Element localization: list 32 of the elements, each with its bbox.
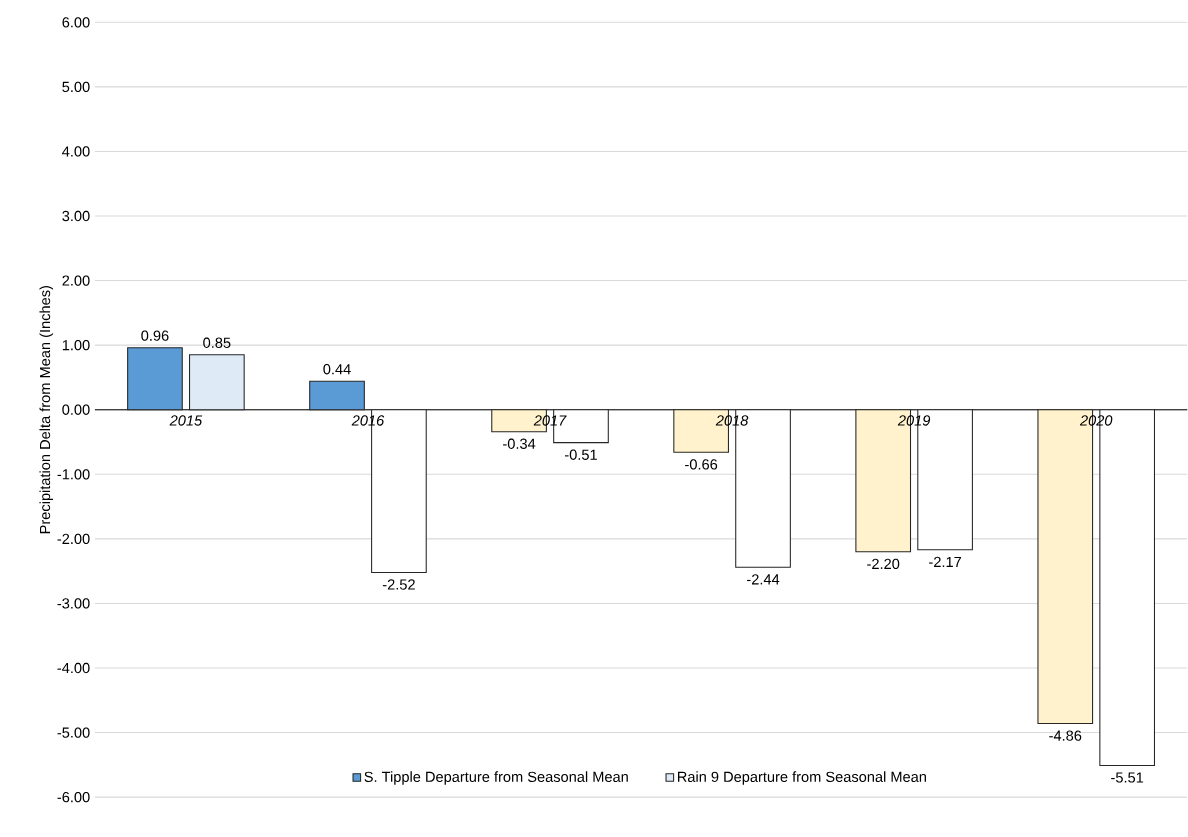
data-label: -2.52: [382, 579, 415, 590]
y-tick-label: -6.00: [57, 791, 90, 803]
legend-label: S. Tipple Departure from Seasonal Mean: [364, 771, 628, 785]
data-label: -0.66: [685, 459, 718, 470]
y-tick-label: 4.00: [62, 146, 90, 157]
legend-label: Rain 9 Departure from Seasonal Mean: [677, 771, 926, 785]
data-label: -2.17: [929, 556, 962, 567]
y-tick-label: -5.00: [57, 727, 90, 738]
y-tick-label: 6.00: [62, 17, 90, 28]
y-tick-label: 0.00: [62, 404, 90, 415]
data-label: -0.51: [564, 449, 597, 460]
data-label: -4.86: [1049, 730, 1082, 741]
data-label: -0.34: [503, 438, 536, 449]
bar: [309, 380, 365, 411]
y-tick-label: -4.00: [57, 662, 90, 674]
y-tick-label: -1.00: [57, 469, 90, 480]
data-label: 0.96: [141, 330, 169, 341]
y-tick-label: -3.00: [57, 598, 90, 609]
y-tick-label: 5.00: [62, 81, 90, 92]
y-tick-label: -2.00: [57, 533, 90, 544]
data-label: -2.20: [867, 558, 900, 569]
bar: [189, 354, 245, 411]
y-axis-title: Precipitation Delta from Mean (Inches): [39, 285, 54, 534]
data-label: 0.85: [203, 337, 231, 348]
bar: [127, 347, 183, 411]
y-tick-label: 2.00: [62, 275, 90, 286]
x-tick-label: 2015: [169, 415, 203, 426]
data-label: -2.44: [747, 574, 780, 585]
data-label: -5.51: [1111, 772, 1144, 783]
y-tick-label: 1.00: [62, 339, 90, 351]
data-label: 0.44: [323, 363, 351, 375]
y-tick-label: 3.00: [62, 210, 90, 222]
